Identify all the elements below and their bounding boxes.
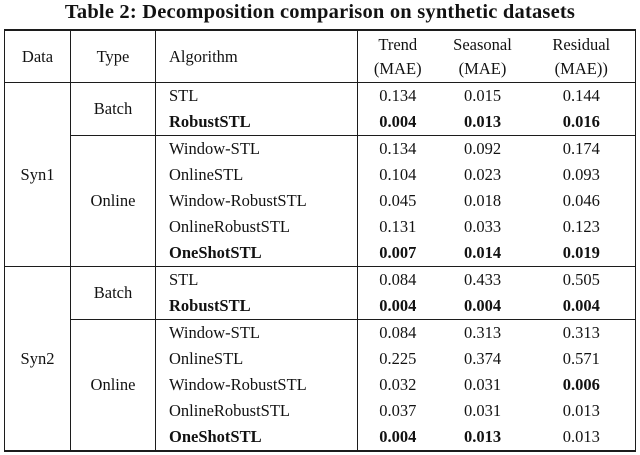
header-seasonal-line1: Seasonal bbox=[453, 34, 512, 54]
algorithm-cell: OnlineSTL bbox=[155, 162, 358, 188]
seasonal-mae-cell: 0.313 bbox=[463, 323, 502, 342]
header-row: Data Type Algorithm Trend (MAE) Seasonal… bbox=[4, 30, 636, 83]
decomposition-results-table: Data Type Algorithm Trend (MAE) Seasonal… bbox=[4, 29, 636, 452]
type-group-cell: Online bbox=[70, 319, 156, 451]
trend-mae-cell: 0.084 bbox=[357, 319, 438, 346]
seasonal-mae-cell: 0.018 bbox=[463, 191, 502, 210]
header-type: Type bbox=[70, 30, 156, 83]
algorithm-cell: Window-RobustSTL bbox=[155, 188, 358, 214]
trend-mae-cell: 0.225 bbox=[357, 346, 438, 372]
seasonal-mae-cell: 0.023 bbox=[463, 165, 502, 184]
table-row: RobustSTL 0.004 0.013 0.016 bbox=[5, 109, 636, 136]
trend-mae-cell: 0.104 bbox=[357, 162, 438, 188]
header-seasonal-mae: Seasonal (MAE) bbox=[437, 30, 528, 83]
header-seasonal-line2: (MAE) bbox=[458, 58, 507, 78]
data-group-cell: Syn1 bbox=[4, 82, 71, 267]
table-caption: Table 2: Decomposition comparison on syn… bbox=[64, 1, 576, 23]
residual-mae-cell: 0.006 bbox=[562, 375, 600, 394]
header-residual-mae: Residual (MAE)) bbox=[527, 30, 636, 83]
trend-mae-cell: 0.004 bbox=[357, 109, 438, 136]
trend-mae-cell: 0.045 bbox=[357, 188, 438, 214]
header-trend-line1: Trend bbox=[378, 34, 418, 54]
algorithm-cell: OnlineSTL bbox=[155, 346, 358, 372]
residual-mae-cell: 0.004 bbox=[527, 293, 636, 320]
header-trend-line2: (MAE) bbox=[373, 58, 422, 78]
algorithm-cell: STL bbox=[155, 82, 358, 109]
algorithm-cell: Window-RobustSTL bbox=[155, 372, 358, 398]
seasonal-mae-cell: 0.014 bbox=[437, 240, 528, 267]
algorithm-cell: Window-STL bbox=[155, 135, 358, 162]
seasonal-mae-cell: 0.031 bbox=[463, 401, 502, 420]
seasonal-mae-cell: 0.004 bbox=[437, 293, 528, 320]
type-group-cell: Online bbox=[70, 135, 156, 267]
trend-mae-cell: 0.134 bbox=[357, 82, 438, 109]
trend-mae-cell: 0.007 bbox=[357, 240, 438, 267]
trend-mae-cell: 0.004 bbox=[357, 424, 438, 451]
table-row: OnlineSTL 0.225 0.374 0.571 bbox=[5, 346, 636, 372]
seasonal-mae-cell: 0.092 bbox=[463, 139, 502, 158]
seasonal-mae-cell: 0.374 bbox=[463, 349, 502, 368]
seasonal-mae-cell: 0.013 bbox=[463, 427, 502, 446]
seasonal-mae-cell: 0.031 bbox=[463, 375, 502, 394]
table-row: OnlineRobustSTL 0.037 0.031 0.013 bbox=[5, 398, 636, 424]
trend-mae-cell: 0.004 bbox=[357, 293, 438, 320]
trend-mae-cell: 0.037 bbox=[357, 398, 438, 424]
trend-mae-cell: 0.131 bbox=[357, 214, 438, 240]
table-row: OneShotSTL 0.004 0.013 0.013 bbox=[5, 424, 636, 451]
table-row: OnlineRobustSTL 0.131 0.033 0.123 bbox=[5, 214, 636, 240]
algorithm-cell: Window-STL bbox=[155, 319, 358, 346]
residual-mae-cell: 0.019 bbox=[527, 240, 636, 267]
seasonal-mae-cell: 0.033 bbox=[463, 217, 502, 236]
seasonal-mae-cell: 0.015 bbox=[463, 86, 502, 105]
table-row: Syn1 Batch STL 0.134 0.015 0.144 bbox=[4, 82, 636, 267]
table-row: Window-RobustSTL 0.045 0.018 0.046 bbox=[5, 188, 636, 214]
table-row: Online Window-STL 0.134 0.092 0.174 bbox=[5, 135, 636, 267]
algorithm-cell: STL bbox=[155, 266, 358, 293]
table-row: OneShotSTL 0.007 0.014 0.019 bbox=[5, 240, 636, 267]
table-row: OnlineSTL 0.104 0.023 0.093 bbox=[5, 162, 636, 188]
residual-mae-cell: 0.505 bbox=[562, 270, 600, 289]
algorithm-cell: OnlineRobustSTL bbox=[155, 214, 358, 240]
algorithm-cell: RobustSTL bbox=[155, 293, 358, 320]
data-group-cell: Syn2 bbox=[20, 348, 55, 368]
seasonal-mae-cell: 0.013 bbox=[437, 109, 528, 136]
trend-mae-cell: 0.032 bbox=[357, 372, 438, 398]
trend-mae-cell: 0.084 bbox=[357, 266, 438, 293]
table-row: Syn2 Batch STL 0.084 0.433 0.505 bbox=[5, 266, 636, 368]
table-row: RobustSTL 0.004 0.004 0.004 bbox=[5, 293, 636, 320]
algorithm-cell: OneShotSTL bbox=[155, 424, 358, 451]
residual-mae-cell: 0.013 bbox=[562, 427, 600, 446]
type-group-cell: Batch bbox=[70, 266, 156, 320]
algorithm-cell: OneShotSTL bbox=[155, 240, 358, 267]
residual-mae-cell: 0.016 bbox=[527, 109, 636, 136]
residual-mae-cell: 0.144 bbox=[562, 86, 600, 105]
residual-mae-cell: 0.093 bbox=[562, 165, 600, 184]
residual-mae-cell: 0.013 bbox=[562, 401, 600, 420]
type-group-cell: Batch bbox=[70, 82, 156, 136]
header-residual-line2: (MAE)) bbox=[554, 58, 608, 78]
residual-mae-cell: 0.046 bbox=[562, 191, 600, 210]
residual-mae-cell: 0.123 bbox=[562, 217, 600, 236]
residual-mae-cell: 0.313 bbox=[562, 323, 600, 342]
header-algorithm: Algorithm bbox=[155, 30, 358, 83]
seasonal-mae-cell: 0.433 bbox=[463, 270, 502, 289]
header-data: Data bbox=[4, 30, 71, 83]
residual-mae-cell: 0.571 bbox=[562, 349, 600, 368]
trend-mae-cell: 0.134 bbox=[357, 135, 438, 162]
table-row: Window-RobustSTL 0.032 0.031 0.006 bbox=[5, 372, 636, 398]
residual-mae-cell: 0.174 bbox=[562, 139, 600, 158]
table-row: Online Window-STL 0.084 0.313 0.313 bbox=[5, 319, 636, 451]
header-trend-mae: Trend (MAE) bbox=[357, 30, 438, 83]
algorithm-cell: RobustSTL bbox=[155, 109, 358, 136]
header-residual-line1: Residual bbox=[552, 34, 611, 54]
algorithm-cell: OnlineRobustSTL bbox=[155, 398, 358, 424]
